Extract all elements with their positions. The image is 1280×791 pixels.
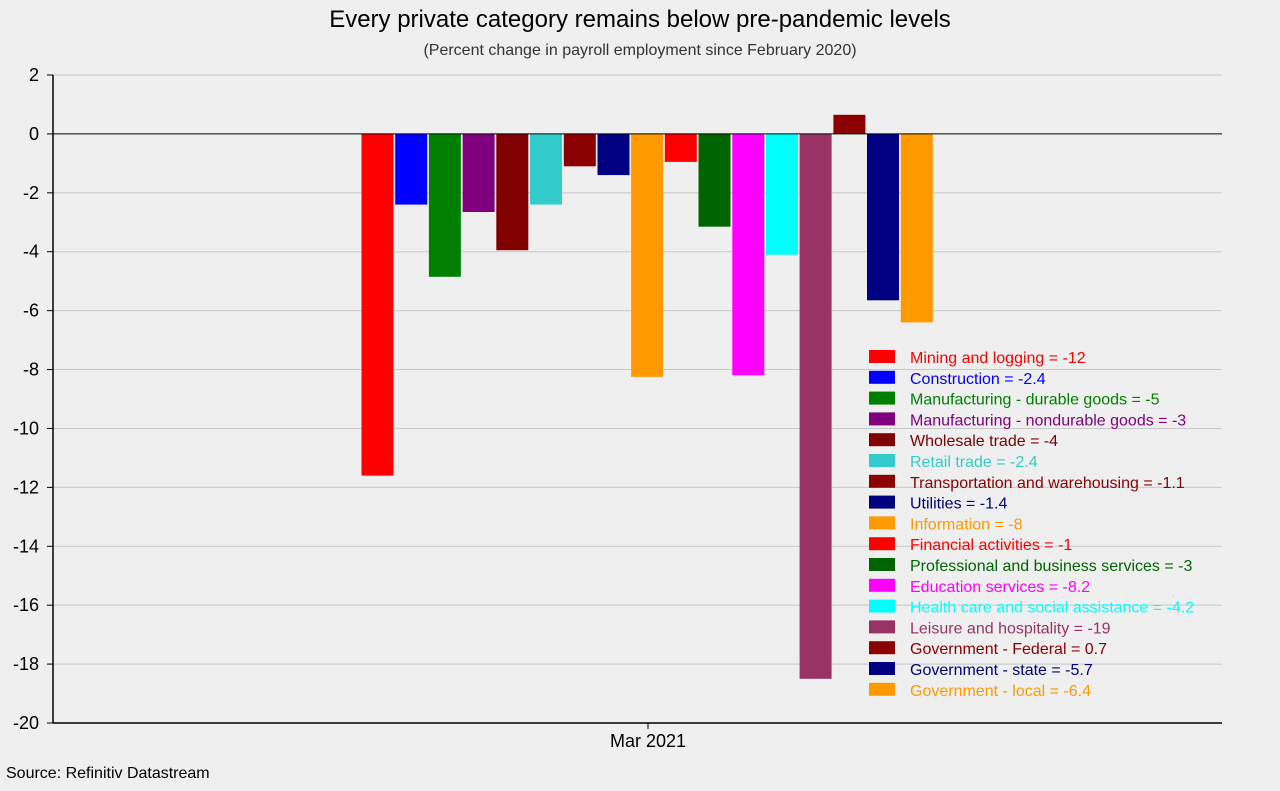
legend-swatch bbox=[869, 682, 895, 696]
y-tick-label: -4 bbox=[23, 242, 39, 262]
legend: Mining and logging = -12 Construction = -… bbox=[869, 350, 1194, 700]
bar-group bbox=[361, 114, 933, 679]
y-tick-label: -2 bbox=[23, 183, 39, 203]
bar bbox=[799, 133, 832, 679]
bar bbox=[833, 114, 866, 134]
chart-title: Every private category remains below pre… bbox=[329, 6, 951, 33]
legend-swatch bbox=[869, 516, 895, 530]
y-tick-label: -16 bbox=[13, 595, 39, 615]
legend-label: Utilities = -1.4 bbox=[910, 496, 1007, 513]
y-tick-label: -6 bbox=[23, 301, 39, 321]
bar bbox=[867, 133, 899, 301]
gridlines bbox=[53, 74, 1222, 665]
legend-label: Retail trade = -2.4 bbox=[910, 454, 1038, 471]
legend-swatch bbox=[869, 370, 895, 384]
source-note: Source: Refinitiv Datastream bbox=[6, 765, 210, 782]
legend-swatch bbox=[869, 620, 895, 634]
legend-label: Government - Federal = 0.7 bbox=[910, 641, 1107, 658]
legend-swatch bbox=[869, 412, 895, 426]
bar bbox=[597, 133, 630, 176]
legend-swatch bbox=[869, 537, 895, 551]
legend-label: Transportation and warehousing = -1.1 bbox=[910, 475, 1185, 492]
bar bbox=[563, 133, 596, 167]
legend-label: Manufacturing - durable goods = -5 bbox=[910, 392, 1160, 409]
legend-label: Leisure and hospitality = -19 bbox=[910, 620, 1111, 637]
y-tick-label: 0 bbox=[29, 124, 39, 144]
legend-label: Health care and social assistance = -4.2 bbox=[910, 600, 1194, 617]
legend-swatch bbox=[869, 391, 895, 405]
bar bbox=[900, 133, 933, 323]
y-tick-label: -20 bbox=[13, 713, 39, 733]
legend-swatch bbox=[869, 474, 895, 488]
y-tick-label: 2 bbox=[29, 65, 39, 85]
legend-label: Construction = -2.4 bbox=[910, 371, 1046, 388]
legend-label: Government - state = -5.7 bbox=[910, 662, 1093, 679]
bar bbox=[766, 133, 798, 255]
legend-label: Government - local = -6.4 bbox=[910, 683, 1091, 700]
bar bbox=[428, 133, 461, 277]
legend-swatch bbox=[869, 350, 895, 363]
legend-swatch bbox=[869, 662, 895, 675]
legend-swatch bbox=[869, 599, 895, 613]
y-tick-label: -12 bbox=[13, 477, 39, 497]
y-tick-label: -14 bbox=[13, 536, 39, 556]
legend-label: Mining and logging = -12 bbox=[910, 350, 1086, 367]
bar bbox=[462, 133, 495, 212]
legend-swatch bbox=[869, 578, 895, 592]
axes: 2 0 -2 -4 -6 -8 -10 -12 -14 -16 -18 -20 Mar 2021 bbox=[13, 65, 1222, 751]
bar bbox=[664, 133, 697, 162]
legend-swatch bbox=[869, 641, 895, 655]
chart-subtitle: (Percent change in payroll employment si… bbox=[423, 42, 857, 59]
bar bbox=[496, 133, 529, 251]
y-tick-label: -10 bbox=[13, 418, 39, 438]
legend-label: Professional and business services = -3 bbox=[910, 558, 1192, 575]
bar bbox=[530, 133, 562, 205]
legend-swatch bbox=[869, 558, 895, 571]
legend-swatch bbox=[869, 495, 895, 509]
bar bbox=[361, 133, 394, 476]
bar bbox=[395, 133, 428, 205]
y-tick-label: -8 bbox=[23, 360, 39, 380]
bar bbox=[732, 133, 765, 376]
legend-label: Education services = -8.2 bbox=[910, 579, 1090, 596]
legend-label: Wholesale trade = -4 bbox=[910, 433, 1058, 450]
legend-label: Financial activities = -1 bbox=[910, 537, 1072, 554]
bar bbox=[698, 133, 731, 227]
bar bbox=[631, 133, 664, 377]
legend-swatch bbox=[869, 433, 895, 447]
y-tick-label: -18 bbox=[13, 654, 39, 674]
legend-label: Information = -8 bbox=[910, 516, 1023, 533]
legend-swatch bbox=[869, 454, 895, 467]
x-tick-label: Mar 2021 bbox=[610, 731, 686, 751]
legend-label: Manufacturing - nondurable goods = -3 bbox=[910, 412, 1186, 429]
